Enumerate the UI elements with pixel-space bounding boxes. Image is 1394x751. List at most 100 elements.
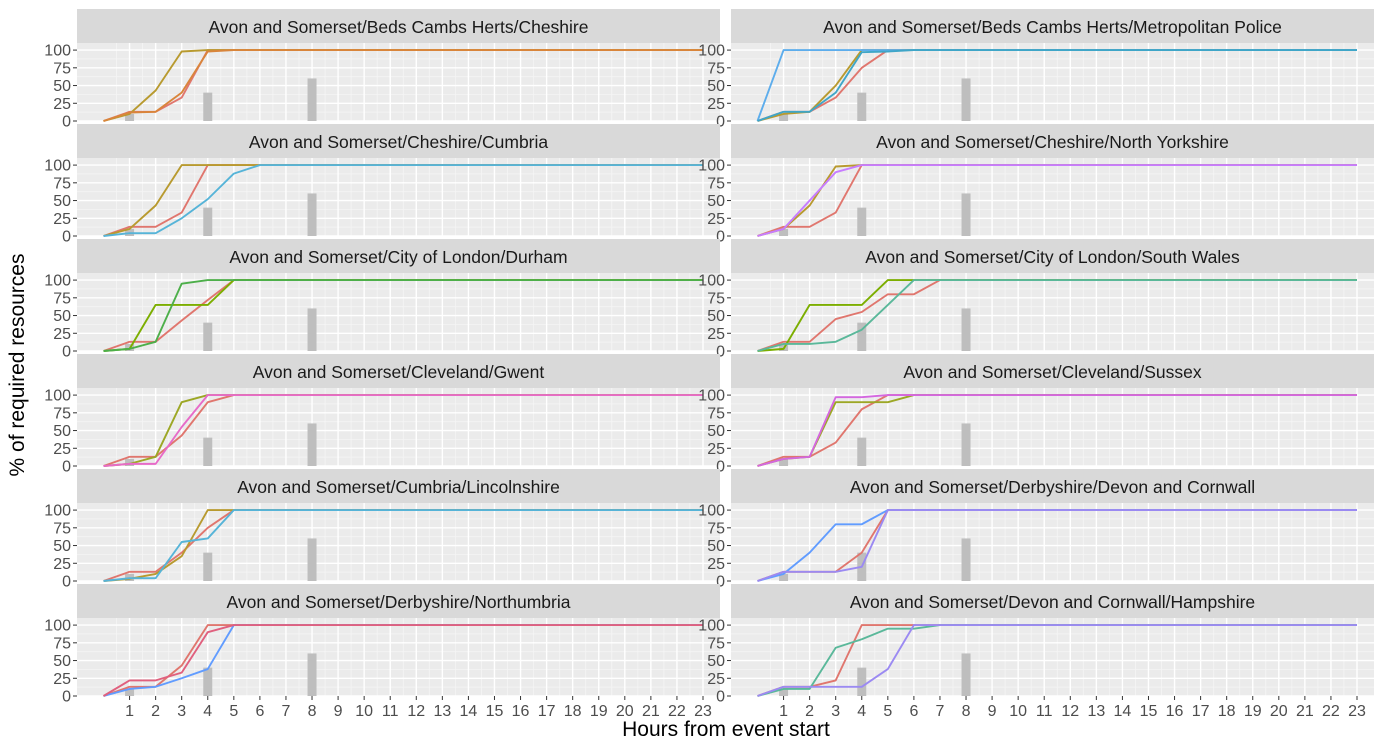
x-tick-label: 1 bbox=[125, 703, 134, 720]
x-tick-label: 13 bbox=[1087, 703, 1105, 720]
reference-bar bbox=[857, 437, 867, 466]
facet-title: Avon and Somerset/City of London/South W… bbox=[865, 247, 1240, 267]
plot-background bbox=[731, 158, 1374, 236]
y-tick-label: 0 bbox=[62, 114, 71, 131]
y-tick-label: 50 bbox=[53, 423, 71, 440]
x-tick-label: 16 bbox=[512, 703, 530, 720]
facet-strip bbox=[77, 239, 720, 273]
x-tick-label: 12 bbox=[1061, 703, 1079, 720]
facet-panel: Avon and Somerset/Cumbria/Lincolnshire 02… bbox=[44, 469, 720, 591]
facet-title: Avon and Somerset/Derbyshire/Devon and C… bbox=[850, 477, 1255, 497]
y-tick-label: 75 bbox=[707, 60, 725, 77]
facet-panel: Avon and Somerset/Derbyshire/Northumbria… bbox=[44, 584, 720, 720]
x-tick-label: 12 bbox=[407, 703, 425, 720]
reference-bar bbox=[203, 437, 213, 466]
series-line bbox=[757, 49, 1357, 122]
y-tick-label: 25 bbox=[53, 326, 71, 343]
x-tick-label: 23 bbox=[1348, 703, 1366, 720]
reference-bar bbox=[203, 207, 213, 236]
x-tick-label: 15 bbox=[486, 703, 504, 720]
reference-bar bbox=[125, 113, 135, 121]
x-tick-label: 15 bbox=[1140, 703, 1158, 720]
facet-title: Avon and Somerset/Cheshire/North Yorkshi… bbox=[876, 132, 1229, 152]
facet-panel: Avon and Somerset/City of London/South W… bbox=[698, 239, 1374, 361]
facet-title: Avon and Somerset/Cheshire/Cumbria bbox=[249, 132, 549, 152]
y-tick-label: 50 bbox=[707, 423, 725, 440]
series-line bbox=[103, 509, 703, 582]
x-tick-label: 8 bbox=[962, 703, 971, 720]
y-tick-label: 0 bbox=[62, 229, 71, 246]
y-tick-label: 75 bbox=[707, 405, 725, 422]
x-tick-label: 10 bbox=[355, 703, 373, 720]
y-tick-label: 100 bbox=[698, 43, 725, 60]
plot-background bbox=[77, 43, 720, 121]
x-tick-label: 3 bbox=[177, 703, 186, 720]
facet-strip bbox=[731, 239, 1374, 273]
y-tick-label: 75 bbox=[53, 405, 71, 422]
x-tick-label: 4 bbox=[203, 703, 212, 720]
series-line bbox=[757, 164, 1357, 237]
reference-bar bbox=[203, 552, 213, 581]
x-tick-label: 2 bbox=[805, 703, 814, 720]
series-line bbox=[757, 279, 1357, 352]
reference-bar bbox=[307, 538, 317, 581]
reference-bar bbox=[779, 688, 789, 696]
x-tick-label: 7 bbox=[936, 703, 945, 720]
y-tick-label: 0 bbox=[716, 689, 725, 706]
facet-panel: Avon and Somerset/Derbyshire/Devon and C… bbox=[698, 469, 1374, 591]
facet-title: Avon and Somerset/Beds Cambs Herts/Metro… bbox=[823, 17, 1282, 37]
y-tick-label: 0 bbox=[716, 114, 725, 131]
facet-strip bbox=[731, 469, 1374, 503]
y-tick-label: 75 bbox=[707, 635, 725, 652]
reference-bar bbox=[961, 193, 971, 236]
y-tick-label: 25 bbox=[707, 211, 725, 228]
y-axis-title: % of required resources bbox=[6, 254, 29, 477]
x-tick-label: 20 bbox=[616, 703, 634, 720]
facet-strip bbox=[77, 124, 720, 158]
y-tick-label: 0 bbox=[62, 344, 71, 361]
x-tick-label: 6 bbox=[909, 703, 918, 720]
y-tick-label: 100 bbox=[44, 388, 71, 405]
y-tick-label: 25 bbox=[707, 556, 725, 573]
series-line bbox=[103, 164, 703, 237]
y-tick-label: 50 bbox=[707, 653, 725, 670]
y-tick-label: 25 bbox=[707, 671, 725, 688]
series-line bbox=[757, 394, 1357, 467]
facet-panel: Avon and Somerset/Cleveland/Sussex 025507… bbox=[698, 354, 1374, 476]
x-tick-label: 22 bbox=[1322, 703, 1340, 720]
x-tick-label: 5 bbox=[883, 703, 892, 720]
x-tick-label: 22 bbox=[668, 703, 686, 720]
reference-bar bbox=[961, 308, 971, 351]
x-tick-label: 11 bbox=[1036, 703, 1053, 720]
facet-panel: Avon and Somerset/City of London/Durham 0… bbox=[44, 239, 720, 361]
reference-bar bbox=[961, 78, 971, 121]
y-tick-label: 0 bbox=[716, 459, 725, 476]
plot-background bbox=[77, 388, 720, 466]
y-tick-label: 25 bbox=[53, 671, 71, 688]
x-tick-label: 17 bbox=[1192, 703, 1210, 720]
x-tick-label: 16 bbox=[1166, 703, 1184, 720]
facet-panel: Avon and Somerset/Beds Cambs Herts/Metro… bbox=[698, 9, 1374, 131]
x-tick-label: 19 bbox=[590, 703, 608, 720]
facet-strip bbox=[731, 124, 1374, 158]
reference-bar bbox=[857, 92, 867, 121]
y-tick-label: 50 bbox=[53, 78, 71, 95]
series-line bbox=[103, 279, 703, 352]
facet-strip bbox=[77, 469, 720, 503]
x-tick-label: 11 bbox=[382, 703, 399, 720]
x-axis-title: Hours from event start bbox=[622, 718, 830, 741]
reference-bar bbox=[779, 228, 789, 236]
facet-title: Avon and Somerset/Cumbria/Lincolnshire bbox=[237, 477, 560, 497]
y-tick-label: 50 bbox=[707, 308, 725, 325]
y-tick-label: 0 bbox=[62, 574, 71, 591]
plot-background bbox=[77, 503, 720, 581]
x-tick-label: 17 bbox=[538, 703, 556, 720]
plot-background bbox=[731, 618, 1374, 696]
facet-title: Avon and Somerset/Cleveland/Sussex bbox=[903, 362, 1202, 382]
reference-bar bbox=[203, 322, 213, 351]
y-tick-label: 100 bbox=[44, 503, 71, 520]
y-tick-label: 0 bbox=[62, 689, 71, 706]
y-tick-label: 50 bbox=[53, 653, 71, 670]
x-tick-label: 6 bbox=[255, 703, 264, 720]
